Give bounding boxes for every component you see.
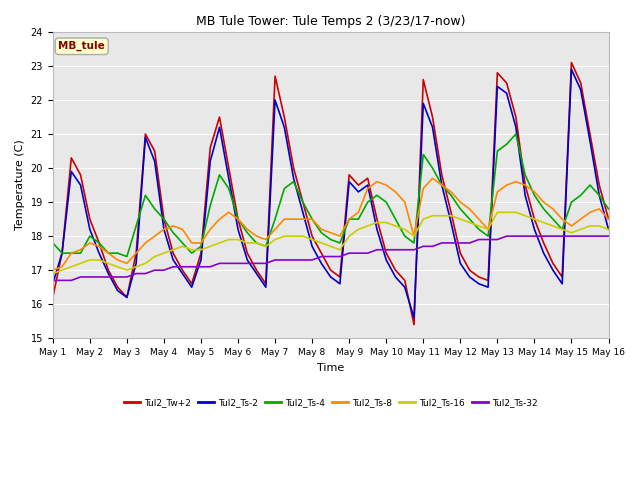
Tul2_Tw+2 [160,216,168,222]
Tul2_Ts-16 [346,233,353,239]
Tul2_Tw+2 [382,250,390,256]
Tul2_Ts-16 [540,220,547,226]
Tul2_Tw+2 [568,60,575,65]
Tul2_Ts-2 [410,315,418,321]
Text: MB_tule: MB_tule [58,41,105,51]
Tul2_Ts-32 [160,267,168,273]
Line: Tul2_Ts-4: Tul2_Ts-4 [52,134,609,256]
Tul2_Ts-16 [382,220,390,226]
Tul2_Ts-8 [160,227,168,232]
Tul2_Ts-4 [549,216,557,222]
Line: Tul2_Tw+2: Tul2_Tw+2 [52,62,609,324]
Tul2_Tw+2 [243,250,251,256]
Tul2_Ts-32 [243,261,251,266]
Tul2_Ts-8 [382,182,390,188]
Tul2_Ts-2 [346,179,353,185]
Tul2_Ts-16 [160,250,168,256]
Tul2_Tw+2 [410,322,418,327]
Tul2_Ts-8 [346,216,353,222]
Tul2_Ts-2 [382,257,390,263]
Tul2_Tw+2 [49,295,56,300]
Tul2_Ts-32 [179,264,186,270]
Line: Tul2_Ts-16: Tul2_Ts-16 [52,212,609,274]
Tul2_Ts-32 [503,233,511,239]
Tul2_Ts-2 [179,271,186,276]
Legend: Tul2_Tw+2, Tul2_Ts-2, Tul2_Ts-4, Tul2_Ts-8, Tul2_Ts-16, Tul2_Ts-32: Tul2_Tw+2, Tul2_Ts-2, Tul2_Ts-4, Tul2_Ts… [120,395,541,411]
Tul2_Ts-2 [160,227,168,232]
Tul2_Tw+2 [346,172,353,178]
Tul2_Ts-32 [382,247,390,252]
Line: Tul2_Ts-32: Tul2_Ts-32 [52,236,609,280]
X-axis label: Time: Time [317,362,344,372]
Tul2_Ts-32 [346,250,353,256]
Tul2_Ts-32 [605,233,612,239]
Tul2_Ts-8 [540,199,547,205]
Tul2_Ts-2 [540,250,547,256]
Tul2_Ts-4 [188,250,196,256]
Tul2_Ts-4 [392,216,399,222]
Tul2_Ts-2 [568,67,575,72]
Tul2_Ts-4 [49,240,56,246]
Tul2_Ts-16 [605,227,612,232]
Tul2_Ts-8 [49,267,56,273]
Tul2_Ts-8 [429,175,436,181]
Line: Tul2_Ts-2: Tul2_Ts-2 [52,70,609,318]
Tul2_Ts-2 [49,281,56,287]
Tul2_Tw+2 [605,216,612,222]
Tul2_Ts-16 [243,240,251,246]
Tul2_Ts-16 [179,243,186,249]
Tul2_Ts-8 [605,216,612,222]
Tul2_Ts-4 [170,230,177,236]
Y-axis label: Temperature (C): Temperature (C) [15,140,25,230]
Tul2_Ts-4 [253,240,260,246]
Tul2_Tw+2 [179,267,186,273]
Tul2_Ts-4 [605,206,612,212]
Tul2_Ts-16 [493,209,501,215]
Tul2_Ts-16 [49,271,56,276]
Tul2_Ts-4 [355,216,362,222]
Tul2_Ts-2 [243,257,251,263]
Tul2_Tw+2 [540,240,547,246]
Tul2_Ts-8 [179,227,186,232]
Tul2_Ts-8 [243,227,251,232]
Tul2_Ts-32 [540,233,547,239]
Title: MB Tule Tower: Tule Temps 2 (3/23/17-now): MB Tule Tower: Tule Temps 2 (3/23/17-now… [196,15,465,28]
Line: Tul2_Ts-8: Tul2_Ts-8 [52,178,609,270]
Tul2_Ts-2 [605,227,612,232]
Tul2_Ts-4 [512,131,520,137]
Tul2_Ts-32 [49,277,56,283]
Tul2_Ts-4 [123,253,131,259]
